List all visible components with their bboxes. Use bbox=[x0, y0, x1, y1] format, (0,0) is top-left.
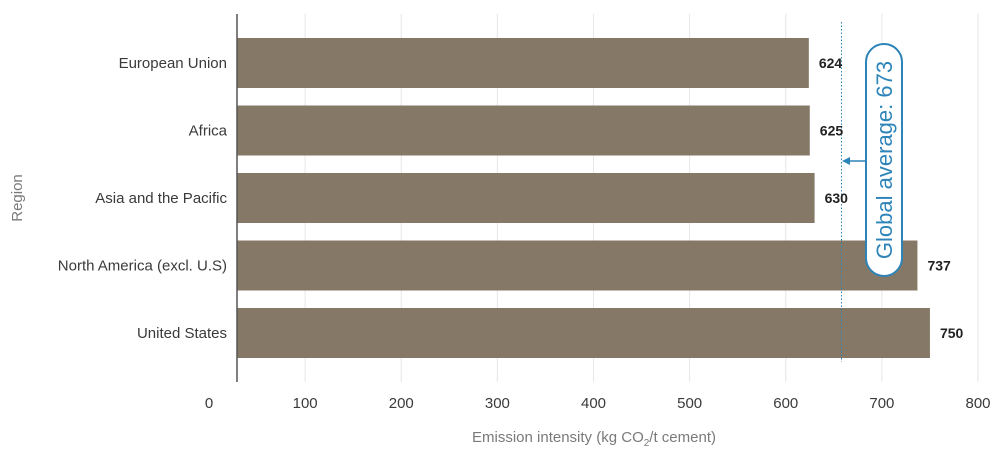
reference-line-group: Global average: 673 bbox=[841, 22, 903, 362]
value-labels: 624 625 630 737 750 bbox=[819, 55, 964, 341]
value-label: 624 bbox=[819, 55, 843, 71]
bar bbox=[237, 240, 918, 291]
y-axis-title: Region bbox=[9, 174, 26, 222]
bar bbox=[237, 308, 930, 358]
value-label: 737 bbox=[927, 258, 951, 274]
x-tick-label: 100 bbox=[293, 395, 318, 412]
x-tick-label: 400 bbox=[581, 395, 606, 412]
bar bbox=[237, 173, 815, 223]
category-labels: European Union Africa Asia and the Pacific… bbox=[58, 55, 228, 342]
category-label: European Union bbox=[119, 55, 227, 72]
reference-label: Global average: 673 bbox=[872, 61, 897, 259]
value-label: 630 bbox=[825, 190, 849, 206]
x-tick-label: 300 bbox=[485, 395, 510, 412]
x-tick-label: 800 bbox=[965, 395, 990, 412]
x-tick-label: 600 bbox=[773, 395, 798, 412]
x-axis-title-pre: Emission intensity (kg CO bbox=[472, 429, 644, 446]
category-label: United States bbox=[137, 325, 227, 342]
value-label: 625 bbox=[820, 123, 844, 139]
x-tick-label: 200 bbox=[389, 395, 414, 412]
category-label: North America (excl. U.S) bbox=[58, 258, 227, 275]
x-axis-title: Emission intensity (kg CO2/t cement) bbox=[472, 429, 716, 449]
x-axis-title-sub: 2 bbox=[644, 438, 650, 449]
category-label: Asia and the Pacific bbox=[95, 190, 227, 207]
value-label: 750 bbox=[940, 325, 964, 341]
x-tick-label: 700 bbox=[869, 395, 894, 412]
x-tick-labels: 0 100 200 300 400 500 600 700 800 bbox=[205, 395, 991, 412]
bar bbox=[237, 38, 809, 88]
bar bbox=[237, 105, 810, 156]
reference-label-box bbox=[865, 43, 903, 277]
bars bbox=[237, 38, 930, 358]
x-tick-label: 500 bbox=[677, 395, 702, 412]
reference-arrow-head bbox=[842, 157, 850, 165]
x-axis-title-post: /t cement) bbox=[649, 429, 716, 446]
category-label: Africa bbox=[189, 123, 228, 140]
x-tick-label: 0 bbox=[205, 395, 213, 412]
